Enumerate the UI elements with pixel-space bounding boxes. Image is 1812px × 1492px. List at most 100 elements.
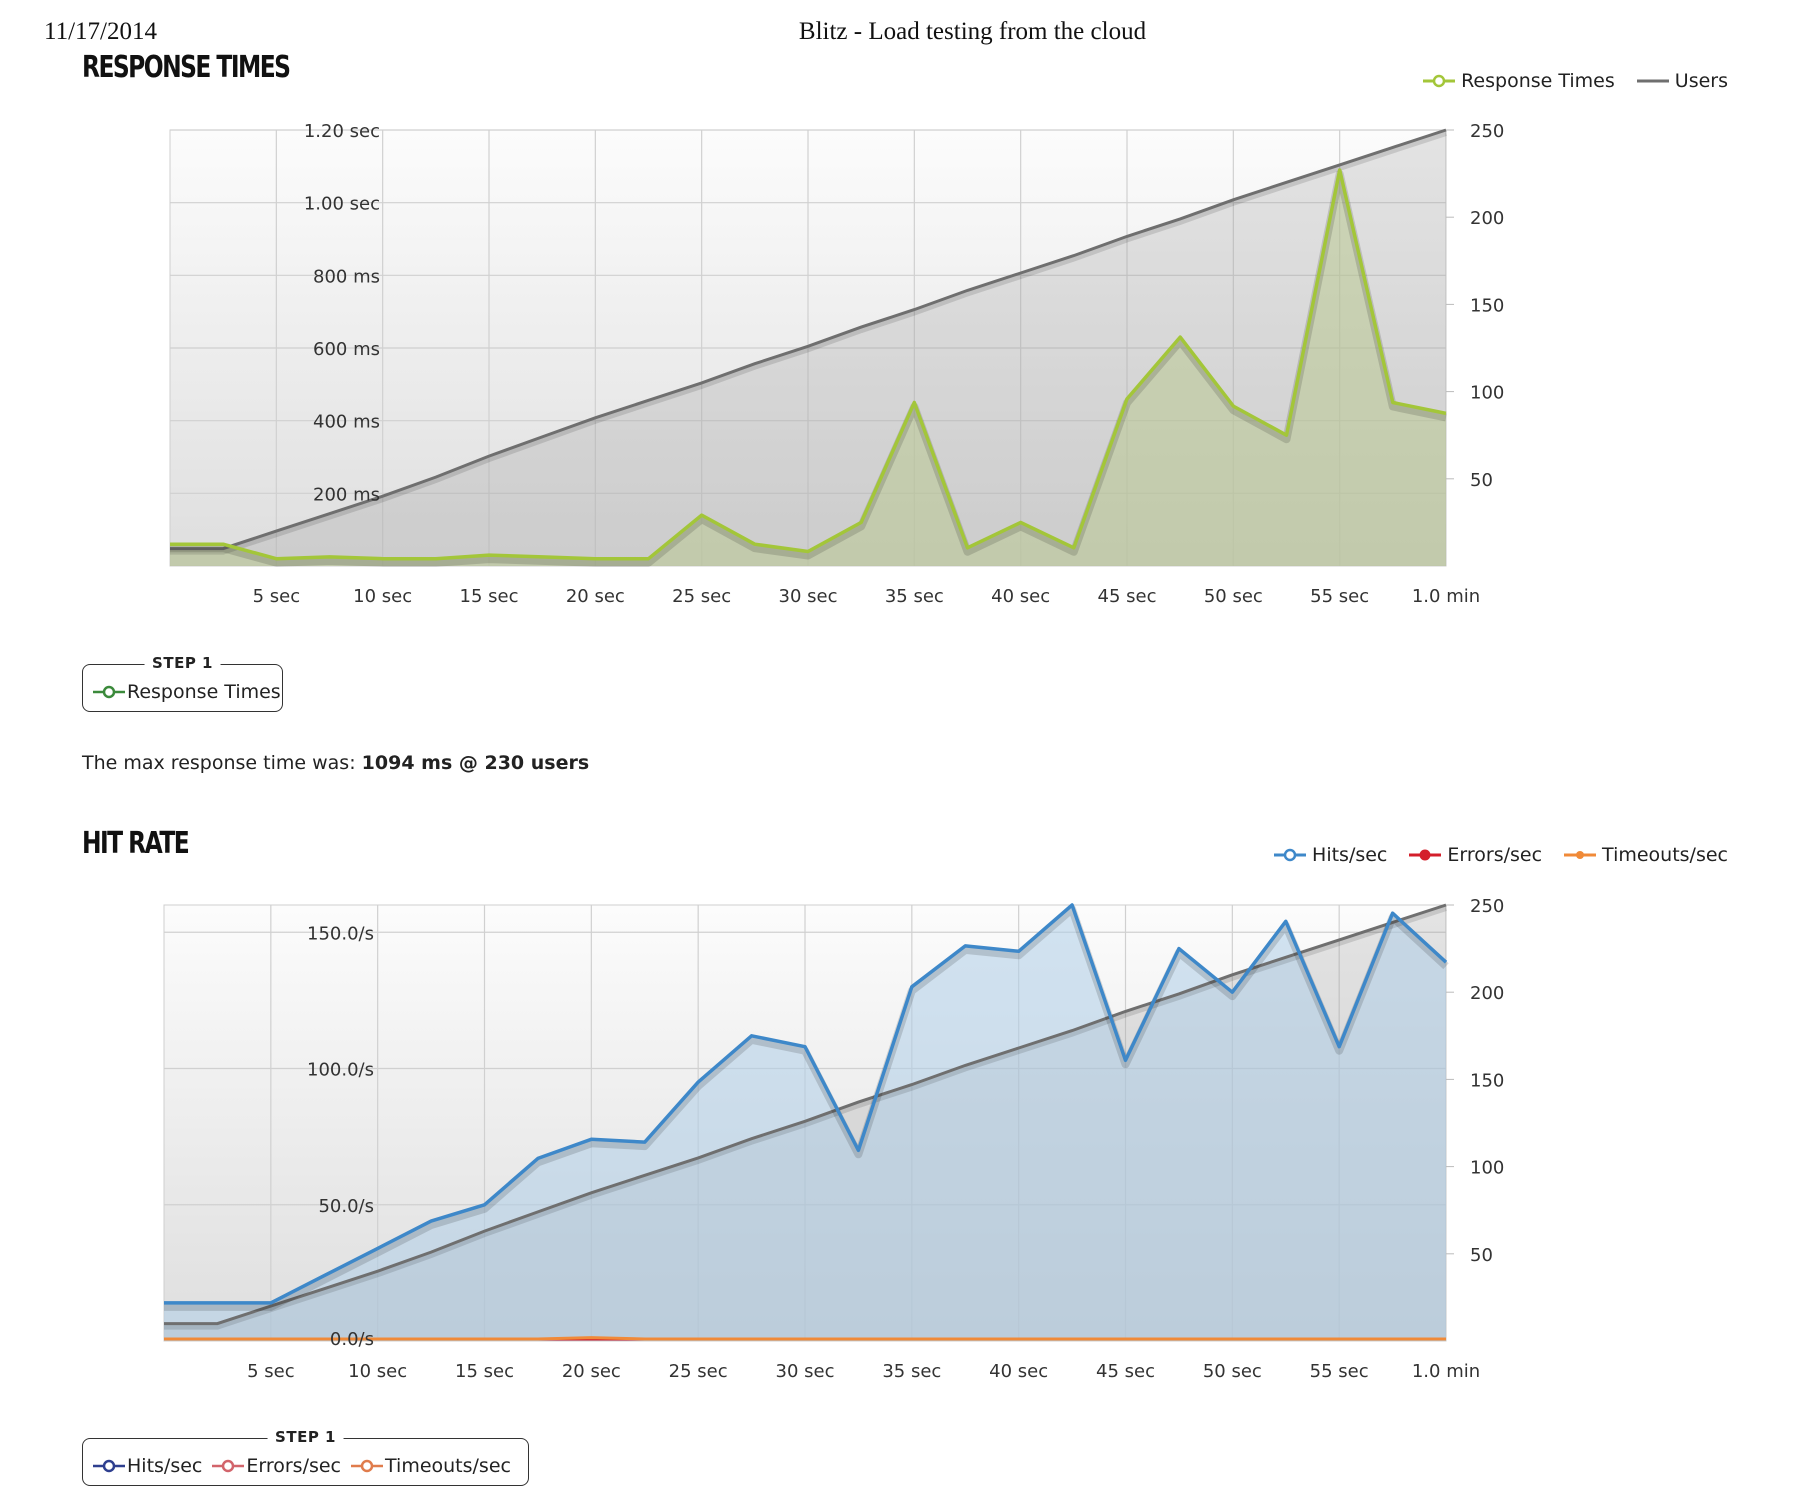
y-left-tick-label: 50.0/s bbox=[318, 1196, 374, 1217]
data-point[interactable] bbox=[427, 1217, 435, 1225]
y-left-tick-label: 100.0/s bbox=[307, 1060, 374, 1081]
data-point[interactable] bbox=[166, 540, 174, 548]
response-times-chart: 5 sec 10 sec 15 sec 20 sec 25 sec 30 sec 35 se… bbox=[166, 121, 1504, 607]
x-tick-label: 25 sec bbox=[669, 1361, 728, 1382]
users-line-shadow bbox=[170, 130, 1447, 555]
data-point[interactable] bbox=[1176, 333, 1184, 341]
step-item-response-times[interactable]: Response Times bbox=[93, 681, 281, 703]
data-point[interactable] bbox=[1123, 395, 1131, 403]
data-point[interactable] bbox=[910, 399, 918, 407]
x-tick-label: 15 sec bbox=[455, 1361, 514, 1382]
x-tick-label: 10 sec bbox=[353, 586, 412, 607]
x-tick-label: 1.0 min bbox=[1412, 586, 1480, 607]
legend-label: Errors/sec bbox=[1447, 844, 1543, 866]
data-point[interactable] bbox=[1015, 947, 1023, 955]
data-point[interactable] bbox=[857, 518, 865, 526]
step-label: STEP 1 bbox=[144, 654, 221, 672]
data-point[interactable] bbox=[534, 1154, 542, 1162]
data-point[interactable] bbox=[272, 555, 280, 563]
x-tick-label: 35 sec bbox=[882, 1361, 941, 1382]
line-circle-icon bbox=[93, 685, 125, 699]
step-legend-response: STEP 1 Response Times bbox=[82, 654, 283, 712]
data-point[interactable] bbox=[1442, 409, 1450, 417]
data-point[interactable] bbox=[1175, 945, 1183, 953]
step-item-label: Timeouts/sec bbox=[385, 1455, 511, 1477]
data-point[interactable] bbox=[538, 553, 546, 561]
line-circle-icon bbox=[212, 1459, 245, 1473]
data-point[interactable] bbox=[1068, 901, 1076, 909]
data-point[interactable] bbox=[801, 1043, 809, 1051]
data-point[interactable] bbox=[1070, 544, 1078, 552]
data-point[interactable] bbox=[326, 553, 334, 561]
data-point[interactable] bbox=[854, 1146, 862, 1154]
legend-item-timeouts[interactable]: Timeouts/sec bbox=[1564, 844, 1728, 866]
data-point[interactable] bbox=[1228, 988, 1236, 996]
step-item-hits[interactable]: Hits/sec bbox=[93, 1455, 202, 1477]
x-tick-label: 55 sec bbox=[1310, 586, 1369, 607]
line-dot-icon bbox=[1564, 851, 1597, 859]
data-point[interactable] bbox=[374, 1244, 382, 1252]
data-point[interactable] bbox=[1229, 402, 1237, 410]
data-point[interactable] bbox=[748, 1032, 756, 1040]
y-right-tick-label: 150 bbox=[1470, 1070, 1504, 1091]
data-point[interactable] bbox=[751, 540, 759, 548]
data-point[interactable] bbox=[964, 544, 972, 552]
x-tick-label: 30 sec bbox=[779, 586, 838, 607]
data-point[interactable] bbox=[591, 555, 599, 563]
data-point[interactable] bbox=[641, 1138, 649, 1146]
y-left-tick-label: 200 ms bbox=[313, 484, 380, 505]
y-right-tick-label: 50 bbox=[1470, 1245, 1493, 1266]
data-point[interactable] bbox=[1017, 518, 1025, 526]
data-point[interactable] bbox=[219, 540, 227, 548]
series-line-main bbox=[164, 903, 1448, 1305]
x-tick-label: 50 sec bbox=[1204, 586, 1263, 607]
data-point[interactable] bbox=[213, 1299, 221, 1307]
x-tick-label: 40 sec bbox=[991, 586, 1050, 607]
series-line-shadow bbox=[164, 905, 1449, 1311]
data-point[interactable] bbox=[1122, 1056, 1130, 1064]
data-point[interactable] bbox=[267, 1299, 275, 1307]
x-tick-label: 1.0 min bbox=[1412, 1361, 1480, 1382]
data-point[interactable] bbox=[379, 555, 387, 563]
y-left-tick-label: 400 ms bbox=[313, 412, 380, 433]
data-point[interactable] bbox=[1389, 399, 1397, 407]
data-point[interactable] bbox=[1335, 1043, 1343, 1051]
x-tick-label: 5 sec bbox=[253, 586, 301, 607]
line-circle-icon bbox=[1274, 848, 1307, 862]
users-line bbox=[170, 128, 1447, 551]
step-item-label: Errors/sec bbox=[246, 1455, 342, 1477]
legend-item-hits[interactable]: Hits/sec bbox=[1274, 844, 1387, 866]
data-point[interactable] bbox=[320, 1272, 328, 1280]
data-point[interactable] bbox=[1389, 909, 1397, 917]
data-point[interactable] bbox=[485, 551, 493, 559]
step-item-label: Response Times bbox=[127, 681, 281, 703]
legend-item-users[interactable]: Users bbox=[1636, 70, 1728, 92]
step-item-timeouts[interactable]: Timeouts/sec bbox=[351, 1455, 511, 1477]
x-tick-label: 5 sec bbox=[247, 1361, 295, 1382]
x-tick-label: 40 sec bbox=[989, 1361, 1048, 1382]
line-circle-icon bbox=[351, 1459, 384, 1473]
data-point[interactable] bbox=[481, 1201, 489, 1209]
y-right-tick-label: 200 bbox=[1470, 208, 1504, 229]
data-point[interactable] bbox=[645, 555, 653, 563]
legend-label: Users bbox=[1674, 70, 1728, 92]
data-point[interactable] bbox=[694, 1078, 702, 1086]
data-point[interactable] bbox=[908, 983, 916, 991]
data-point[interactable] bbox=[1336, 166, 1344, 174]
step-item-errors[interactable]: Errors/sec bbox=[212, 1455, 341, 1477]
data-point[interactable] bbox=[432, 555, 440, 563]
data-point[interactable] bbox=[1442, 958, 1450, 966]
series-line-shadow bbox=[170, 170, 1447, 567]
data-point[interactable] bbox=[1282, 917, 1290, 925]
data-point[interactable] bbox=[587, 1135, 595, 1143]
max-response-summary: The max response time was: 1094 ms @ 230… bbox=[82, 752, 589, 774]
legend-item-response-times[interactable]: Response Times bbox=[1423, 70, 1615, 92]
data-point[interactable] bbox=[804, 547, 812, 555]
data-point[interactable] bbox=[160, 1299, 168, 1307]
x-tick-label: 55 sec bbox=[1310, 1361, 1369, 1382]
y-left-tick-label: 600 ms bbox=[313, 339, 380, 360]
data-point[interactable] bbox=[961, 942, 969, 950]
data-point[interactable] bbox=[1283, 431, 1291, 439]
data-point[interactable] bbox=[698, 511, 706, 519]
legend-item-errors[interactable]: Errors/sec bbox=[1409, 844, 1542, 866]
